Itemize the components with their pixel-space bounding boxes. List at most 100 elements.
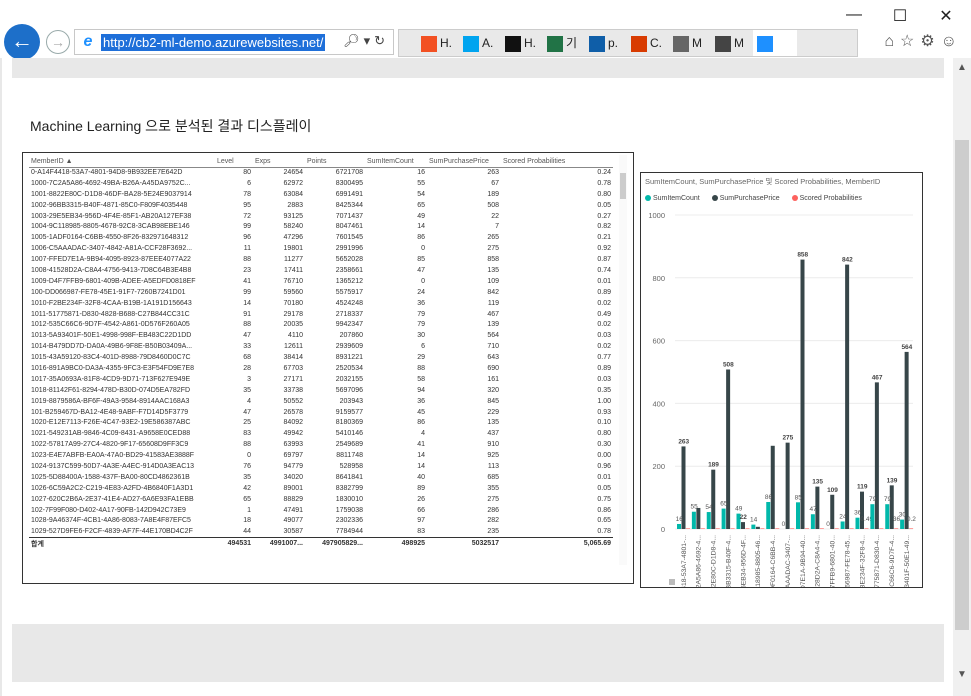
x-tick-label: 1001-8822E80C-D1D8-4...: [711, 535, 718, 588]
data-label: 54: [705, 504, 713, 511]
table-cell: 89001: [283, 484, 303, 492]
table-row: 1008-41528D2A-C8A4-4756-9413-7D8C64B3E4B…: [29, 265, 613, 276]
column-header[interactable]: Level: [215, 157, 253, 168]
table-cell: 88: [243, 321, 251, 329]
bar-sumitemcount: [736, 513, 741, 529]
browser-tab[interactable]: 기...: [543, 30, 577, 56]
bar-scored-probabilities: [909, 528, 914, 529]
table-cell: 94779: [283, 462, 303, 470]
table-cell: 11: [243, 245, 251, 253]
browser-tab[interactable]: p...: [585, 30, 619, 56]
forward-arrow-icon[interactable]: →: [46, 30, 70, 54]
table-cell: 643: [487, 354, 499, 362]
table-cell: 0: [421, 245, 425, 253]
y-tick-label: 0: [661, 525, 665, 534]
bar-sumpurchaseprice: [770, 445, 775, 529]
search-refresh-icons[interactable]: 🔎︎▾↻: [343, 33, 389, 48]
legend-item[interactable]: SumItemCount: [645, 195, 706, 202]
table-cell: 67703: [283, 364, 303, 372]
table-cell: 0.21: [597, 234, 611, 242]
table-cell: 33: [243, 343, 251, 351]
scroll-down-icon[interactable]: ▼: [957, 669, 967, 680]
tab-label: M...: [692, 36, 703, 50]
table-cell: 45: [417, 408, 425, 416]
bar-sumpurchaseprice: [681, 446, 686, 529]
table-cell: 2718337: [335, 310, 363, 318]
scroll-thumb[interactable]: [955, 140, 969, 630]
table-cell: 102-7F99F080-D402-4A17-90FB-142D942C73E9: [31, 506, 186, 514]
data-label: 79: [884, 496, 892, 503]
table-cell: 286: [487, 506, 499, 514]
toolbar-icons[interactable]: ⌂☆⚙☺: [884, 33, 963, 50]
browser-tab[interactable]: M...: [711, 30, 745, 56]
table-cell: 2520534: [335, 364, 363, 372]
table-cell: 83: [417, 528, 425, 536]
table-cell: 47296: [283, 234, 303, 242]
tab-label: A...: [482, 36, 493, 50]
scroll-up-icon[interactable]: ▲: [957, 62, 967, 73]
table-cell: 1759038: [335, 506, 363, 514]
data-label: 65: [720, 501, 728, 508]
bar-scored-probabilities: [894, 528, 899, 529]
browser-tab[interactable]: A...: [459, 30, 493, 56]
table-cell: 5575917: [335, 288, 363, 296]
data-label: 139: [887, 477, 898, 484]
total-cell: 497905829...: [305, 536, 365, 550]
browser-tab[interactable]: H...: [417, 30, 451, 56]
table-cell: 0.10: [597, 419, 611, 427]
table-cell: 101-B259467D-BA12-4E48-9ABF-F7D14D5F3779: [31, 408, 189, 416]
table-header: MemberID ▲ Level Exps Points SumItemCount Sum…: [29, 157, 613, 168]
bar-chart: 0 200 400 600 800 1000 263 16 0-A14F4418-53A7-48…: [648, 211, 916, 588]
bar-sumpurchaseprice: [889, 485, 894, 529]
back-arrow-icon[interactable]: ←: [4, 24, 40, 60]
column-header[interactable]: SumItemCount: [365, 157, 427, 168]
browser-tab[interactable]: [753, 30, 797, 56]
browser-tab[interactable]: C...: [627, 30, 661, 56]
legend-item[interactable]: SumPurchasePrice: [711, 195, 786, 202]
x-tick-label: 1012-535C66C6-9D7F-4...: [889, 535, 896, 588]
data-label: 47: [810, 506, 818, 513]
table-cell: 508: [487, 201, 499, 209]
table-cell: 320: [487, 386, 499, 394]
column-header[interactable]: MemberID ▲: [29, 157, 215, 168]
address-bar[interactable]: e http://cb2-ml-demo.azurewebsites.net/ …: [74, 29, 394, 55]
bar-sumpurchaseprice: [711, 469, 716, 529]
page-scrollbar[interactable]: ▲ ▼: [953, 58, 971, 696]
table-cell: 1006-C5AAADAC-3407-4842-A81A-CCF28F3692.…: [31, 245, 193, 253]
bar-scored-probabilities: [700, 528, 705, 529]
table-cell: 68: [243, 354, 251, 362]
table-cell: 0.80: [597, 430, 611, 438]
table-cell: 34020: [283, 473, 303, 481]
table-cell: 9942347: [335, 321, 363, 329]
table-cell: 49077: [283, 517, 303, 525]
browser-tab[interactable]: M...: [669, 30, 703, 56]
maximize-icon[interactable]: ☐: [892, 8, 908, 25]
column-header[interactable]: Scored Probabilities: [501, 157, 613, 168]
table-cell: 135: [487, 266, 499, 274]
table-cell: 842: [487, 288, 499, 296]
legend-item[interactable]: Scored Probabilities: [791, 195, 868, 202]
column-header[interactable]: SumPurchasePrice: [427, 157, 501, 168]
browser-tab[interactable]: H...: [501, 30, 535, 56]
table-cell: 28: [243, 364, 251, 372]
table-cell: 41: [243, 277, 251, 285]
table-scrollbar[interactable]: [619, 155, 627, 565]
column-header[interactable]: Exps: [253, 157, 305, 168]
column-header[interactable]: Points: [305, 157, 365, 168]
table-cell: 710: [487, 343, 499, 351]
table-cell: 14: [243, 299, 251, 307]
bar-scored-probabilities: [834, 528, 839, 529]
table-cell: 7: [495, 223, 499, 231]
close-window-icon[interactable]: ✕: [939, 8, 953, 25]
table-cell: 14: [417, 452, 425, 460]
table-cell: 1016-891A9BC0-DA3A-4355-9FC3-E3F54FD9E7E…: [31, 364, 195, 372]
table-cell: 1020-E12E7113-F26E-4C47-93E2-19E586387AB…: [31, 419, 191, 427]
ie-logo-icon: e: [83, 33, 93, 50]
table-cell: 30: [417, 332, 425, 340]
bar-scored-probabilities: [819, 528, 824, 529]
x-tick-label: 1010-F2BE234F-32F8-4...: [859, 535, 866, 588]
url-text[interactable]: http://cb2-ml-demo.azurewebsites.net/: [101, 34, 326, 51]
minimize-icon[interactable]: —: [846, 6, 862, 23]
table-cell: 20035: [283, 321, 303, 329]
table-cell: 1004-9C118985-8805-4678-92C8-3CAB98EBE14…: [31, 223, 190, 231]
